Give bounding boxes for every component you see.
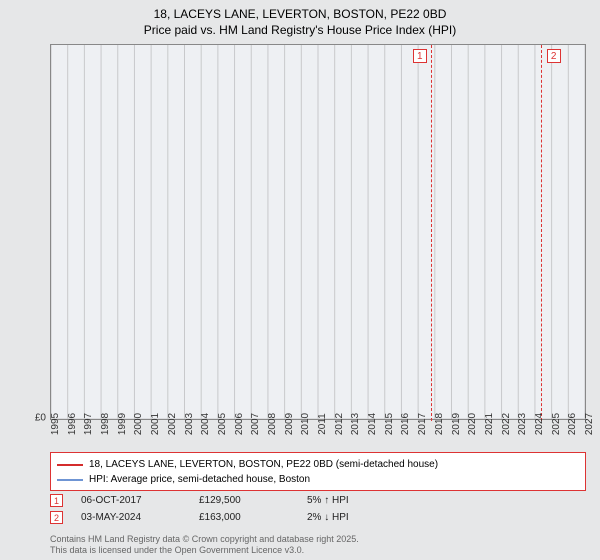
- legend-swatch: [57, 479, 83, 481]
- title-line2: Price paid vs. HM Land Registry's House …: [0, 22, 600, 38]
- marker-index: 1: [50, 494, 63, 507]
- x-tick-label: 1999: [117, 413, 128, 435]
- marker-price: £129,500: [199, 495, 289, 506]
- footer-line1: Contains HM Land Registry data © Crown c…: [50, 534, 586, 545]
- x-tick-label: 2010: [300, 413, 311, 435]
- x-tick-label: 2020: [467, 413, 478, 435]
- x-tick-label: 2024: [534, 413, 545, 435]
- x-tick-label: 1995: [50, 413, 61, 435]
- x-tick-label: 2003: [184, 413, 195, 435]
- legend-item: 18, LACEYS LANE, LEVERTON, BOSTON, PE22 …: [57, 457, 579, 472]
- x-tick-label: 2021: [484, 413, 495, 435]
- x-tick-label: 2022: [501, 413, 512, 435]
- marker-row: 1 06-OCT-2017 £129,500 5% ↑ HPI: [50, 492, 586, 509]
- x-tick-label: 2015: [384, 413, 395, 435]
- marker-hpi: 2% ↓ HPI: [307, 512, 349, 523]
- x-tick-label: 2023: [517, 413, 528, 435]
- marker-date: 03-MAY-2024: [81, 512, 181, 523]
- x-tick-label: 2002: [167, 413, 178, 435]
- x-tick-label: 2008: [267, 413, 278, 435]
- x-tick-label: 2005: [217, 413, 228, 435]
- legend-item: HPI: Average price, semi-detached house,…: [57, 472, 579, 487]
- x-tick-label: 2017: [417, 413, 428, 435]
- x-tick-label: 2025: [551, 413, 562, 435]
- x-tick-label: 2013: [350, 413, 361, 435]
- y-tick-label: £0: [35, 413, 46, 424]
- chart-plot-area: 12: [50, 44, 586, 420]
- legend-label: 18, LACEYS LANE, LEVERTON, BOSTON, PE22 …: [89, 457, 438, 472]
- x-tick-label: 2006: [234, 413, 245, 435]
- x-tick-label: 2012: [334, 413, 345, 435]
- marker-date: 06-OCT-2017: [81, 495, 181, 506]
- x-tick-label: 1996: [67, 413, 78, 435]
- title-line1: 18, LACEYS LANE, LEVERTON, BOSTON, PE22 …: [0, 6, 600, 22]
- x-tick-label: 1997: [83, 413, 94, 435]
- legend-label: HPI: Average price, semi-detached house,…: [89, 472, 310, 487]
- x-tick-label: 2018: [434, 413, 445, 435]
- marker-row: 2 03-MAY-2024 £163,000 2% ↓ HPI: [50, 509, 586, 526]
- y-axis: £0£20K£40K£60K£80K£100K£120K£140K£160K£1…: [0, 44, 48, 420]
- marker-price: £163,000: [199, 512, 289, 523]
- x-tick-label: 2001: [150, 413, 161, 435]
- footer-line2: This data is licensed under the Open Gov…: [50, 545, 586, 556]
- x-tick-label: 2027: [584, 413, 595, 435]
- marker-index: 2: [50, 511, 63, 524]
- x-tick-label: 2009: [284, 413, 295, 435]
- x-tick-label: 2016: [400, 413, 411, 435]
- x-axis: 1995199619971998199920002001200220032004…: [50, 422, 586, 450]
- marker-hpi: 5% ↑ HPI: [307, 495, 349, 506]
- x-tick-label: 2019: [451, 413, 462, 435]
- x-tick-label: 2004: [200, 413, 211, 435]
- x-tick-label: 2011: [317, 413, 328, 435]
- footer: Contains HM Land Registry data © Crown c…: [50, 534, 586, 557]
- x-tick-label: 2026: [567, 413, 578, 435]
- legend-swatch: [57, 464, 83, 466]
- x-tick-label: 2000: [133, 413, 144, 435]
- legend: 18, LACEYS LANE, LEVERTON, BOSTON, PE22 …: [50, 452, 586, 491]
- x-tick-label: 1998: [100, 413, 111, 435]
- marker-data-table: 1 06-OCT-2017 £129,500 5% ↑ HPI 2 03-MAY-2024…: [50, 492, 586, 526]
- x-tick-label: 2007: [250, 413, 261, 435]
- x-tick-label: 2014: [367, 413, 378, 435]
- chart-title: 18, LACEYS LANE, LEVERTON, BOSTON, PE22 …: [0, 0, 600, 40]
